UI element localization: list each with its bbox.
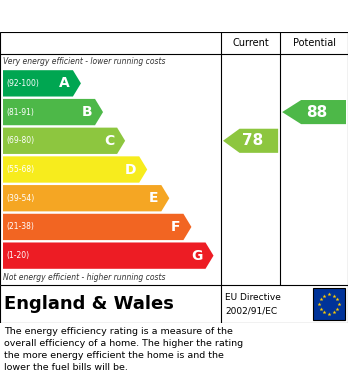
Text: A: A bbox=[59, 76, 70, 90]
Text: (92-100): (92-100) bbox=[6, 79, 39, 88]
Text: (1-20): (1-20) bbox=[6, 251, 29, 260]
Text: Not energy efficient - higher running costs: Not energy efficient - higher running co… bbox=[3, 273, 166, 282]
Text: (39-54): (39-54) bbox=[6, 194, 34, 203]
Text: 78: 78 bbox=[243, 133, 264, 148]
Polygon shape bbox=[3, 127, 125, 154]
Text: Very energy efficient - lower running costs: Very energy efficient - lower running co… bbox=[3, 57, 166, 66]
Text: 2002/91/EC: 2002/91/EC bbox=[225, 306, 277, 315]
Text: F: F bbox=[171, 220, 180, 234]
Polygon shape bbox=[3, 214, 191, 240]
Polygon shape bbox=[3, 242, 214, 269]
Text: (81-91): (81-91) bbox=[6, 108, 34, 117]
Text: The energy efficiency rating is a measure of the
overall efficiency of a home. T: The energy efficiency rating is a measur… bbox=[4, 327, 243, 373]
Text: (55-68): (55-68) bbox=[6, 165, 34, 174]
Text: B: B bbox=[81, 105, 92, 119]
Text: E: E bbox=[149, 191, 158, 205]
Polygon shape bbox=[3, 99, 103, 125]
Polygon shape bbox=[3, 156, 147, 183]
Bar bbox=[313, 288, 345, 320]
Text: 88: 88 bbox=[306, 104, 327, 120]
Text: Potential: Potential bbox=[293, 38, 335, 48]
Text: EU Directive: EU Directive bbox=[225, 292, 281, 302]
Polygon shape bbox=[3, 185, 169, 212]
Polygon shape bbox=[282, 100, 346, 124]
Text: (21-38): (21-38) bbox=[6, 222, 34, 231]
Text: C: C bbox=[104, 134, 114, 148]
Text: D: D bbox=[125, 163, 136, 176]
Text: Current: Current bbox=[232, 38, 269, 48]
Text: (69-80): (69-80) bbox=[6, 136, 34, 145]
Text: Energy Efficiency Rating: Energy Efficiency Rating bbox=[7, 9, 228, 23]
Text: England & Wales: England & Wales bbox=[4, 295, 174, 313]
Polygon shape bbox=[3, 70, 81, 97]
Text: G: G bbox=[191, 249, 203, 263]
Polygon shape bbox=[223, 129, 278, 153]
